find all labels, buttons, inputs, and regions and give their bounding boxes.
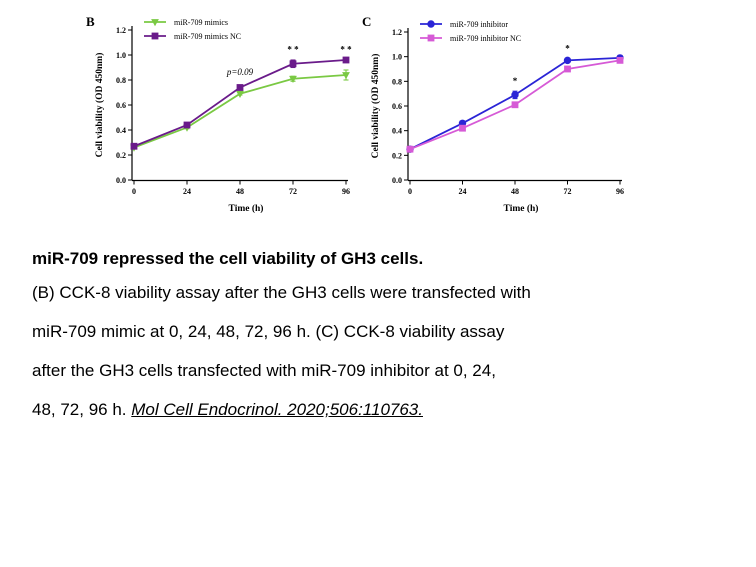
legend-label: miR-709 inhibitor NC [450, 34, 521, 43]
legend-label: miR-709 mimics [174, 18, 228, 27]
legend-entry: miR-709 inhibitor NC [420, 34, 521, 43]
chart-panel-C: C 0.0 0.2 0.4 0.6 0.8 1.0 1.2 0 24 48 72 96 Time (h) C… [362, 14, 624, 214]
y-axis-title: Cell viability (OD 450nm) [94, 53, 105, 158]
data-point [406, 145, 414, 153]
caption-line-1: (B) CCK-8 viability assay after the GH3 … [32, 283, 531, 302]
y-tick-label: 1.0 [116, 51, 126, 60]
significance-annotation: * * [287, 45, 299, 55]
data-point [511, 91, 519, 99]
x-tick-label: 48 [511, 187, 519, 196]
x-tick-label: 0 [132, 187, 136, 196]
legend-entry: miR-709 mimics NC [144, 32, 241, 41]
series-mir-709-inhibitor [406, 54, 624, 153]
legend-marker [151, 32, 159, 40]
x-axis-title: Time (h) [229, 203, 264, 214]
series-mir-709-mimics [130, 69, 350, 152]
data-point [289, 60, 297, 68]
legend-entry: miR-709 mimics [144, 18, 228, 27]
y-tick-label: 1.2 [392, 28, 402, 37]
caption-line-4: 48, 72, 96 h. Mol Cell Endocrinol. 2020;… [32, 399, 752, 421]
data-point [511, 101, 519, 109]
y-tick-label: 0.4 [116, 126, 126, 135]
x-tick-label: 0 [408, 187, 412, 196]
data-point [236, 90, 244, 98]
y-tick-label: 0.0 [116, 176, 126, 185]
data-point [616, 56, 624, 64]
significance-annotation: * [565, 44, 570, 54]
x-tick-label: 48 [236, 187, 244, 196]
data-point [289, 75, 297, 83]
series-mir-709-inhibitor-nc [406, 56, 624, 153]
data-point [564, 65, 571, 73]
panel-letter-C: C [362, 14, 371, 29]
series-mir-709-mimics-nc [130, 56, 350, 150]
data-point [563, 56, 572, 65]
y-tick-label: 0.6 [116, 101, 126, 110]
y-tick-label: 1.0 [392, 53, 402, 62]
x-tick-label: 96 [342, 187, 350, 196]
data-point [459, 124, 466, 132]
caption-title: miR-709 repressed the cell viability of … [32, 249, 424, 268]
legend-label: miR-709 mimics NC [174, 32, 241, 41]
legend-marker [427, 34, 435, 42]
x-axis-title: Time (h) [504, 203, 539, 214]
y-tick-label: 0.8 [392, 77, 402, 86]
legend-marker [151, 19, 159, 27]
caption-line-4-text: 48, 72, 96 h. [32, 400, 127, 419]
caption-line-2: miR-709 mimic at 0, 24, 48, 72, 96 h. (C… [32, 322, 505, 341]
legend-marker [427, 20, 435, 28]
y-tick-label: 0.8 [116, 76, 126, 85]
x-tick-label: 24 [459, 187, 467, 196]
figure-caption: miR-709 repressed the cell viability of … [32, 248, 752, 438]
y-tick-label: 0.0 [392, 176, 402, 185]
y-tick-label: 0.2 [392, 151, 402, 160]
significance-annotation: * [513, 76, 518, 86]
data-point [183, 121, 191, 129]
chart-panel-B: B 0.0 0.2 0.4 0.6 0.8 1.0 1.2 0 24 48 72 96 Time (h) C… [86, 14, 352, 214]
data-point [236, 84, 244, 91]
x-tick-label: 24 [183, 187, 191, 196]
data-point [342, 56, 350, 64]
significance-annotation: * * [340, 45, 352, 55]
data-point [342, 72, 350, 80]
reference-link[interactable]: Mol Cell Endocrinol. 2020;506:110763. [131, 400, 423, 419]
y-axis-title: Cell viability (OD 450nm) [370, 54, 381, 159]
panel-letter-B: B [86, 14, 95, 29]
legend-entry: miR-709 inhibitor [420, 20, 508, 29]
legend-label: miR-709 inhibitor [450, 20, 508, 29]
y-tick-label: 0.6 [392, 102, 402, 111]
x-tick-label: 72 [289, 187, 297, 196]
x-tick-label: 72 [564, 187, 572, 196]
y-tick-label: 1.2 [116, 26, 126, 35]
data-point [130, 142, 138, 150]
y-tick-label: 0.4 [392, 127, 402, 136]
significance-annotation: p=0.09 [226, 67, 254, 77]
x-tick-label: 96 [616, 187, 624, 196]
caption-line-3: after the GH3 cells transfected with miR… [32, 361, 496, 380]
y-tick-label: 0.2 [116, 151, 126, 160]
